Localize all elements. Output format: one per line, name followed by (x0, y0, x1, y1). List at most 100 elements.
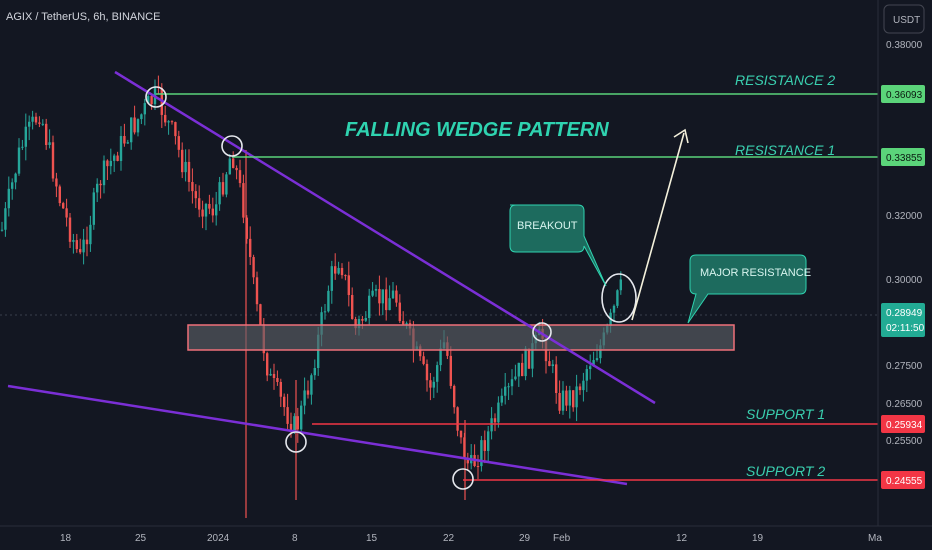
candle-body (582, 380, 585, 391)
candle-body (483, 440, 486, 451)
candle-body (337, 267, 340, 274)
candle-body (340, 267, 344, 276)
candle-body (85, 239, 89, 245)
candle-body (228, 158, 231, 175)
candle-body (578, 386, 582, 391)
candle-body (208, 203, 211, 209)
candle-body (419, 346, 422, 357)
currency-button[interactable] (883, 4, 925, 34)
candle-body (395, 290, 398, 303)
support-1-value: 0.25934 (886, 420, 923, 431)
candle-body (255, 277, 259, 305)
candle-body (561, 390, 565, 411)
candle-body (272, 373, 276, 379)
candle-body (303, 390, 306, 406)
candle-body (555, 364, 558, 394)
candle-body (28, 121, 31, 127)
resistance-2-value: 0.36093 (886, 90, 923, 101)
candle-body (449, 355, 452, 386)
candle-body (589, 366, 592, 370)
candle-body (459, 430, 463, 438)
candle-body (106, 160, 109, 167)
currency-button-label[interactable]: USDT (893, 15, 920, 26)
candle-body (504, 386, 507, 396)
candle-body (238, 170, 242, 184)
candle-body (113, 155, 116, 161)
candle-body (51, 142, 55, 179)
touch-circle (532, 322, 552, 342)
y-tick: 0.32000 (886, 211, 923, 222)
candle-body (296, 416, 299, 430)
candle-body (500, 395, 503, 403)
candle-body (293, 416, 296, 432)
candle-body (429, 380, 432, 388)
candle-body (558, 393, 561, 411)
candle-body (432, 381, 435, 388)
major-resistance-label: MAJOR RESISTANCE (700, 267, 811, 279)
candle-body (65, 208, 68, 218)
candle-body (347, 275, 350, 296)
candle-body (75, 240, 78, 250)
candle-body (453, 385, 456, 408)
candle-body (612, 305, 616, 313)
candle-body (7, 188, 10, 209)
candle-body (317, 334, 320, 369)
candle-body (150, 96, 153, 105)
target-arrow-head (673, 128, 689, 144)
candle-body (174, 122, 177, 137)
candle-body (140, 114, 143, 120)
candle-body (361, 319, 364, 321)
candle-body (310, 375, 313, 395)
candle-body (493, 418, 497, 423)
candle-body (181, 149, 184, 173)
candle-body (330, 266, 333, 291)
candle-body (130, 117, 133, 143)
candle-body (425, 363, 429, 381)
candle-body (55, 178, 58, 187)
resistance-1-label: RESISTANCE 1 (735, 142, 835, 158)
candle-body (17, 147, 21, 174)
candle-body (619, 279, 622, 291)
candle-body (68, 217, 72, 242)
candle-body (177, 136, 180, 150)
breakout-label: BREAKOUT (517, 220, 578, 232)
candle-body (249, 238, 252, 258)
candle-body (422, 356, 425, 364)
candle-body (24, 126, 27, 147)
breakout-circle (601, 273, 637, 323)
candle-body (116, 155, 119, 161)
touch-circle (221, 135, 243, 157)
candle-body (327, 290, 330, 312)
candle-body (194, 191, 197, 199)
candle-body (378, 289, 381, 304)
major-resistance-callout (687, 254, 807, 324)
resistance-2-label: RESISTANCE 2 (735, 72, 835, 88)
x-tick: 15 (366, 533, 378, 544)
candle-body (143, 103, 146, 115)
candle-body (269, 373, 272, 376)
candle-body (242, 183, 245, 218)
y-tick: 0.27500 (886, 361, 923, 372)
candle-body (456, 407, 459, 431)
candle-body (89, 224, 92, 245)
candle-body (286, 407, 289, 424)
candle-body (215, 204, 218, 216)
x-tick: 8 (292, 533, 298, 544)
candle-body (385, 289, 388, 311)
y-tick: 0.30000 (886, 275, 923, 286)
breakout-callout (509, 204, 607, 287)
support-1-label: SUPPORT 1 (746, 406, 825, 422)
candle-body (102, 160, 106, 186)
candle-body (405, 323, 408, 325)
candle-body (164, 114, 167, 123)
candle-body (592, 360, 595, 367)
candle-body (510, 379, 514, 387)
touch-circle (452, 468, 474, 490)
candle-body (276, 378, 279, 382)
candle-body (514, 376, 517, 380)
candle-body (616, 290, 619, 306)
candle-body (398, 302, 401, 322)
x-tick: 12 (676, 533, 688, 544)
candle-body (0, 229, 4, 231)
